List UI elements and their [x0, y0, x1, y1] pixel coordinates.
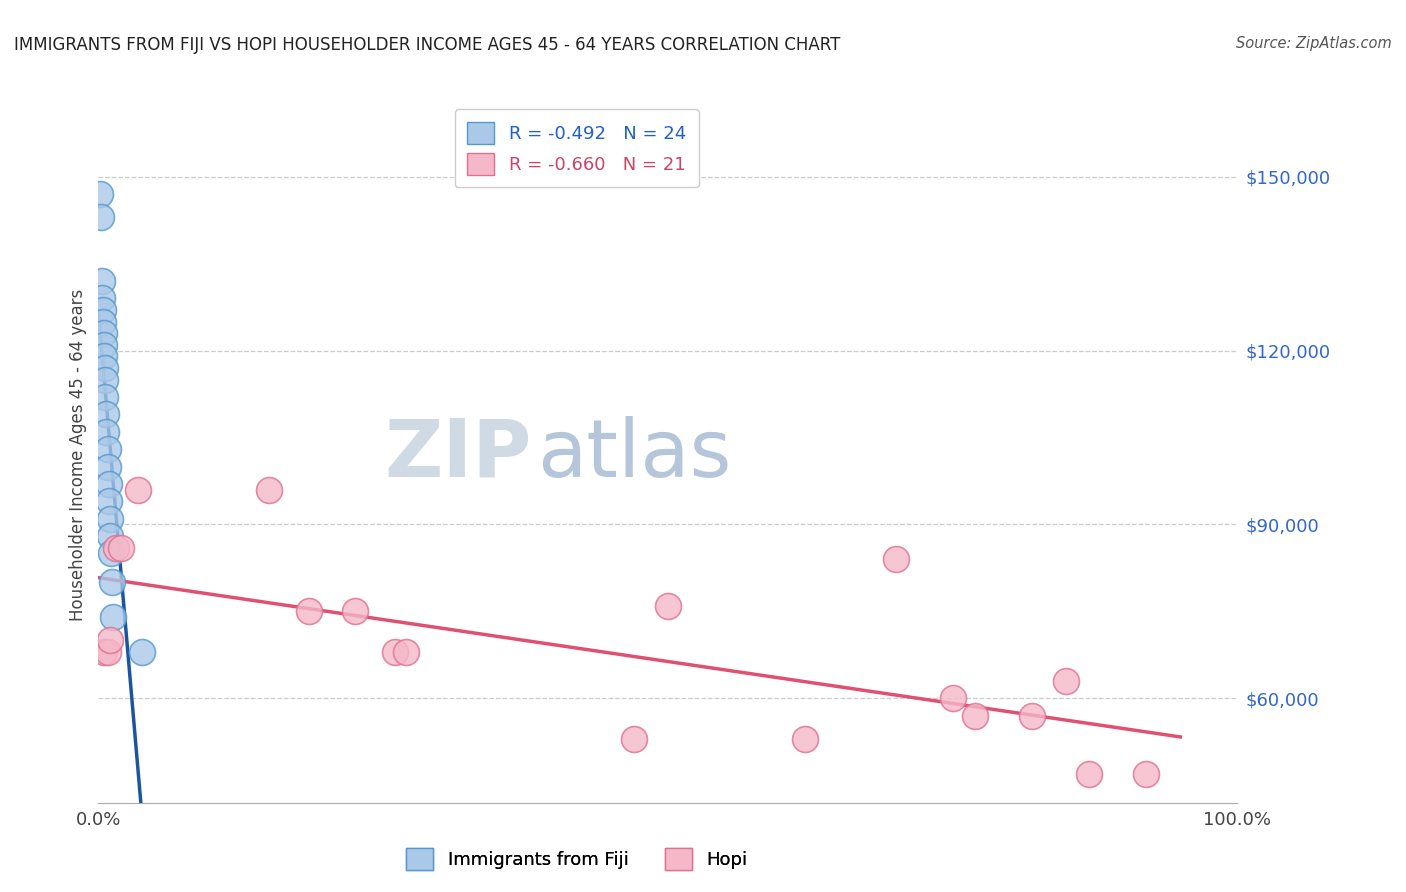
- Point: [90, 291, 112, 305]
- Point: [298, 605, 321, 619]
- Point: [100, 546, 122, 561]
- Point: [98, 633, 121, 648]
- Point: [657, 599, 679, 613]
- Point: [96, 459, 118, 474]
- Point: [965, 708, 987, 723]
- Point: [91, 315, 114, 329]
- Point: [104, 541, 127, 555]
- Point: [96, 645, 118, 659]
- Point: [97, 476, 120, 491]
- Point: [131, 645, 153, 659]
- Point: [103, 610, 125, 624]
- Point: [93, 350, 115, 364]
- Text: IMMIGRANTS FROM FIJI VS HOPI HOUSEHOLDER INCOME AGES 45 - 64 YEARS CORRELATION C: IMMIGRANTS FROM FIJI VS HOPI HOUSEHOLDER…: [14, 36, 841, 54]
- Point: [884, 552, 907, 566]
- Point: [89, 187, 111, 202]
- Point: [94, 373, 117, 387]
- Point: [96, 442, 118, 456]
- Point: [1078, 766, 1101, 781]
- Point: [98, 511, 121, 525]
- Point: [94, 390, 117, 404]
- Point: [94, 361, 117, 376]
- Point: [1056, 674, 1078, 689]
- Point: [96, 407, 118, 422]
- Point: [93, 338, 115, 352]
- Point: [1135, 766, 1157, 781]
- Point: [623, 731, 645, 746]
- Legend: Immigrants from Fiji, Hopi: Immigrants from Fiji, Hopi: [399, 841, 755, 877]
- Point: [110, 541, 132, 555]
- Y-axis label: Householder Income Ages 45 - 64 years: Householder Income Ages 45 - 64 years: [69, 289, 87, 621]
- Text: Source: ZipAtlas.com: Source: ZipAtlas.com: [1236, 36, 1392, 51]
- Text: ZIP: ZIP: [384, 416, 531, 494]
- Point: [793, 731, 815, 746]
- Text: atlas: atlas: [537, 416, 731, 494]
- Point: [97, 494, 120, 508]
- Point: [259, 483, 281, 497]
- Point: [90, 274, 112, 288]
- Point: [395, 645, 418, 659]
- Point: [343, 605, 366, 619]
- Point: [98, 529, 121, 543]
- Point: [91, 303, 114, 318]
- Point: [384, 645, 406, 659]
- Point: [127, 483, 149, 497]
- Point: [93, 326, 115, 341]
- Point: [1021, 708, 1043, 723]
- Point: [93, 645, 115, 659]
- Point: [942, 691, 965, 706]
- Point: [90, 211, 112, 225]
- Point: [101, 575, 124, 590]
- Point: [96, 425, 118, 439]
